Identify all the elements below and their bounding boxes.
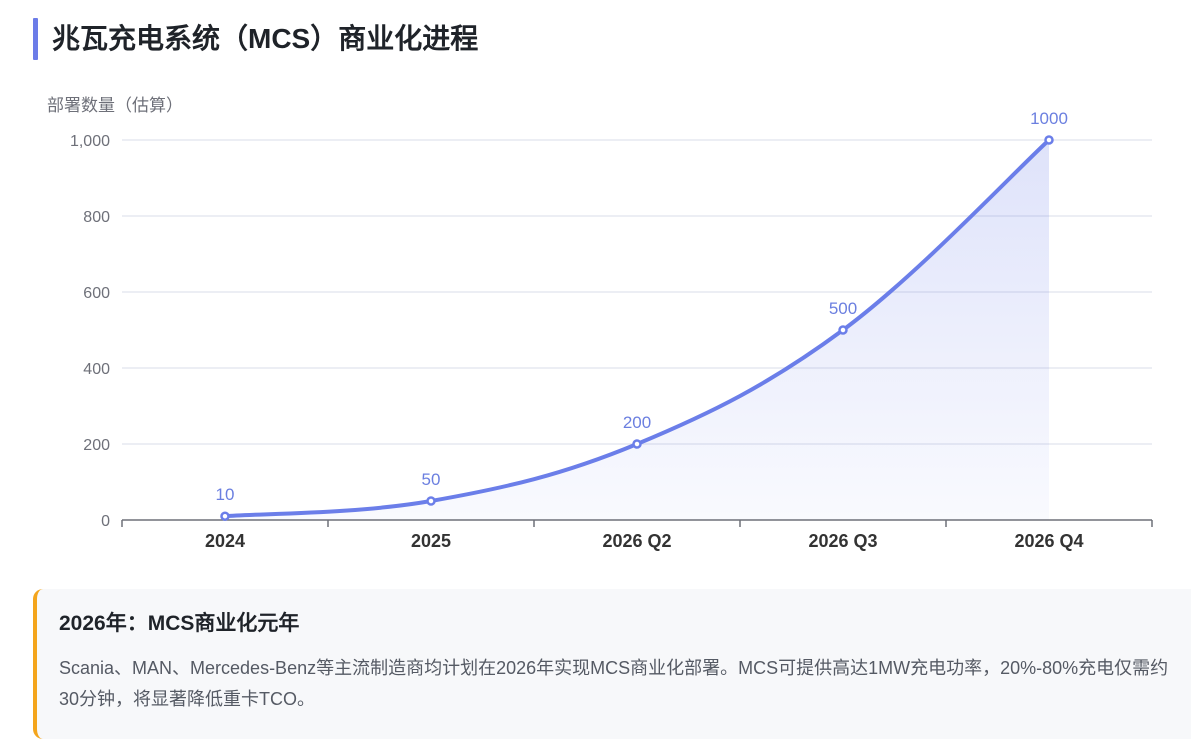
series-line xyxy=(223,138,1051,519)
note-body: Scania、MAN、Mercedes-Benz等主流制造商均计划在2026年实… xyxy=(59,658,1169,709)
y-tick-label: 800 xyxy=(83,209,110,226)
page-title: 兆瓦充电系统（MCS）商业化进程 xyxy=(52,23,479,54)
data-label: 1000 xyxy=(1030,109,1068,128)
x-axis: 2024 2025 2026 Q2 2026 Q3 2026 Q4 xyxy=(121,519,1153,551)
data-point xyxy=(632,439,642,449)
data-label: 10 xyxy=(216,485,235,504)
data-label: 50 xyxy=(422,470,441,489)
note-title: 2026年：MCS商业化元年 xyxy=(59,612,300,635)
y-tick-label: 0 xyxy=(101,513,110,530)
y-axis: 0 200 400 600 800 1,000 xyxy=(70,133,110,530)
deployment-chart: 部署数量（估算） 0 200 400 600 800 1,000 2024 2025 2026… xyxy=(47,96,1153,551)
data-points xyxy=(220,135,1054,521)
data-labels: 10 50 200 500 1000 xyxy=(216,109,1068,504)
data-label: 200 xyxy=(623,413,651,432)
y-tick-label: 1,000 xyxy=(70,133,110,150)
x-tick-label: 2025 xyxy=(411,531,451,551)
y-tick-label: 600 xyxy=(83,285,110,302)
y-tick-label: 400 xyxy=(83,361,110,378)
x-tick-label: 2026 Q2 xyxy=(602,531,671,551)
data-label: 500 xyxy=(829,299,857,318)
title-accent-bar xyxy=(33,18,38,60)
y-tick-label: 200 xyxy=(83,437,110,454)
area-fill xyxy=(225,140,1049,520)
data-point xyxy=(220,511,230,521)
data-point xyxy=(1044,135,1054,145)
y-axis-title: 部署数量（估算） xyxy=(47,96,183,115)
data-point xyxy=(426,496,436,506)
x-tick-label: 2026 Q4 xyxy=(1014,531,1083,551)
note-card: 2026年：MCS商业化元年 Scania、MAN、Mercedes-Benz等… xyxy=(33,589,1191,739)
data-point xyxy=(838,325,848,335)
x-tick-label: 2026 Q3 xyxy=(808,531,877,551)
x-tick-label: 2024 xyxy=(205,531,245,551)
